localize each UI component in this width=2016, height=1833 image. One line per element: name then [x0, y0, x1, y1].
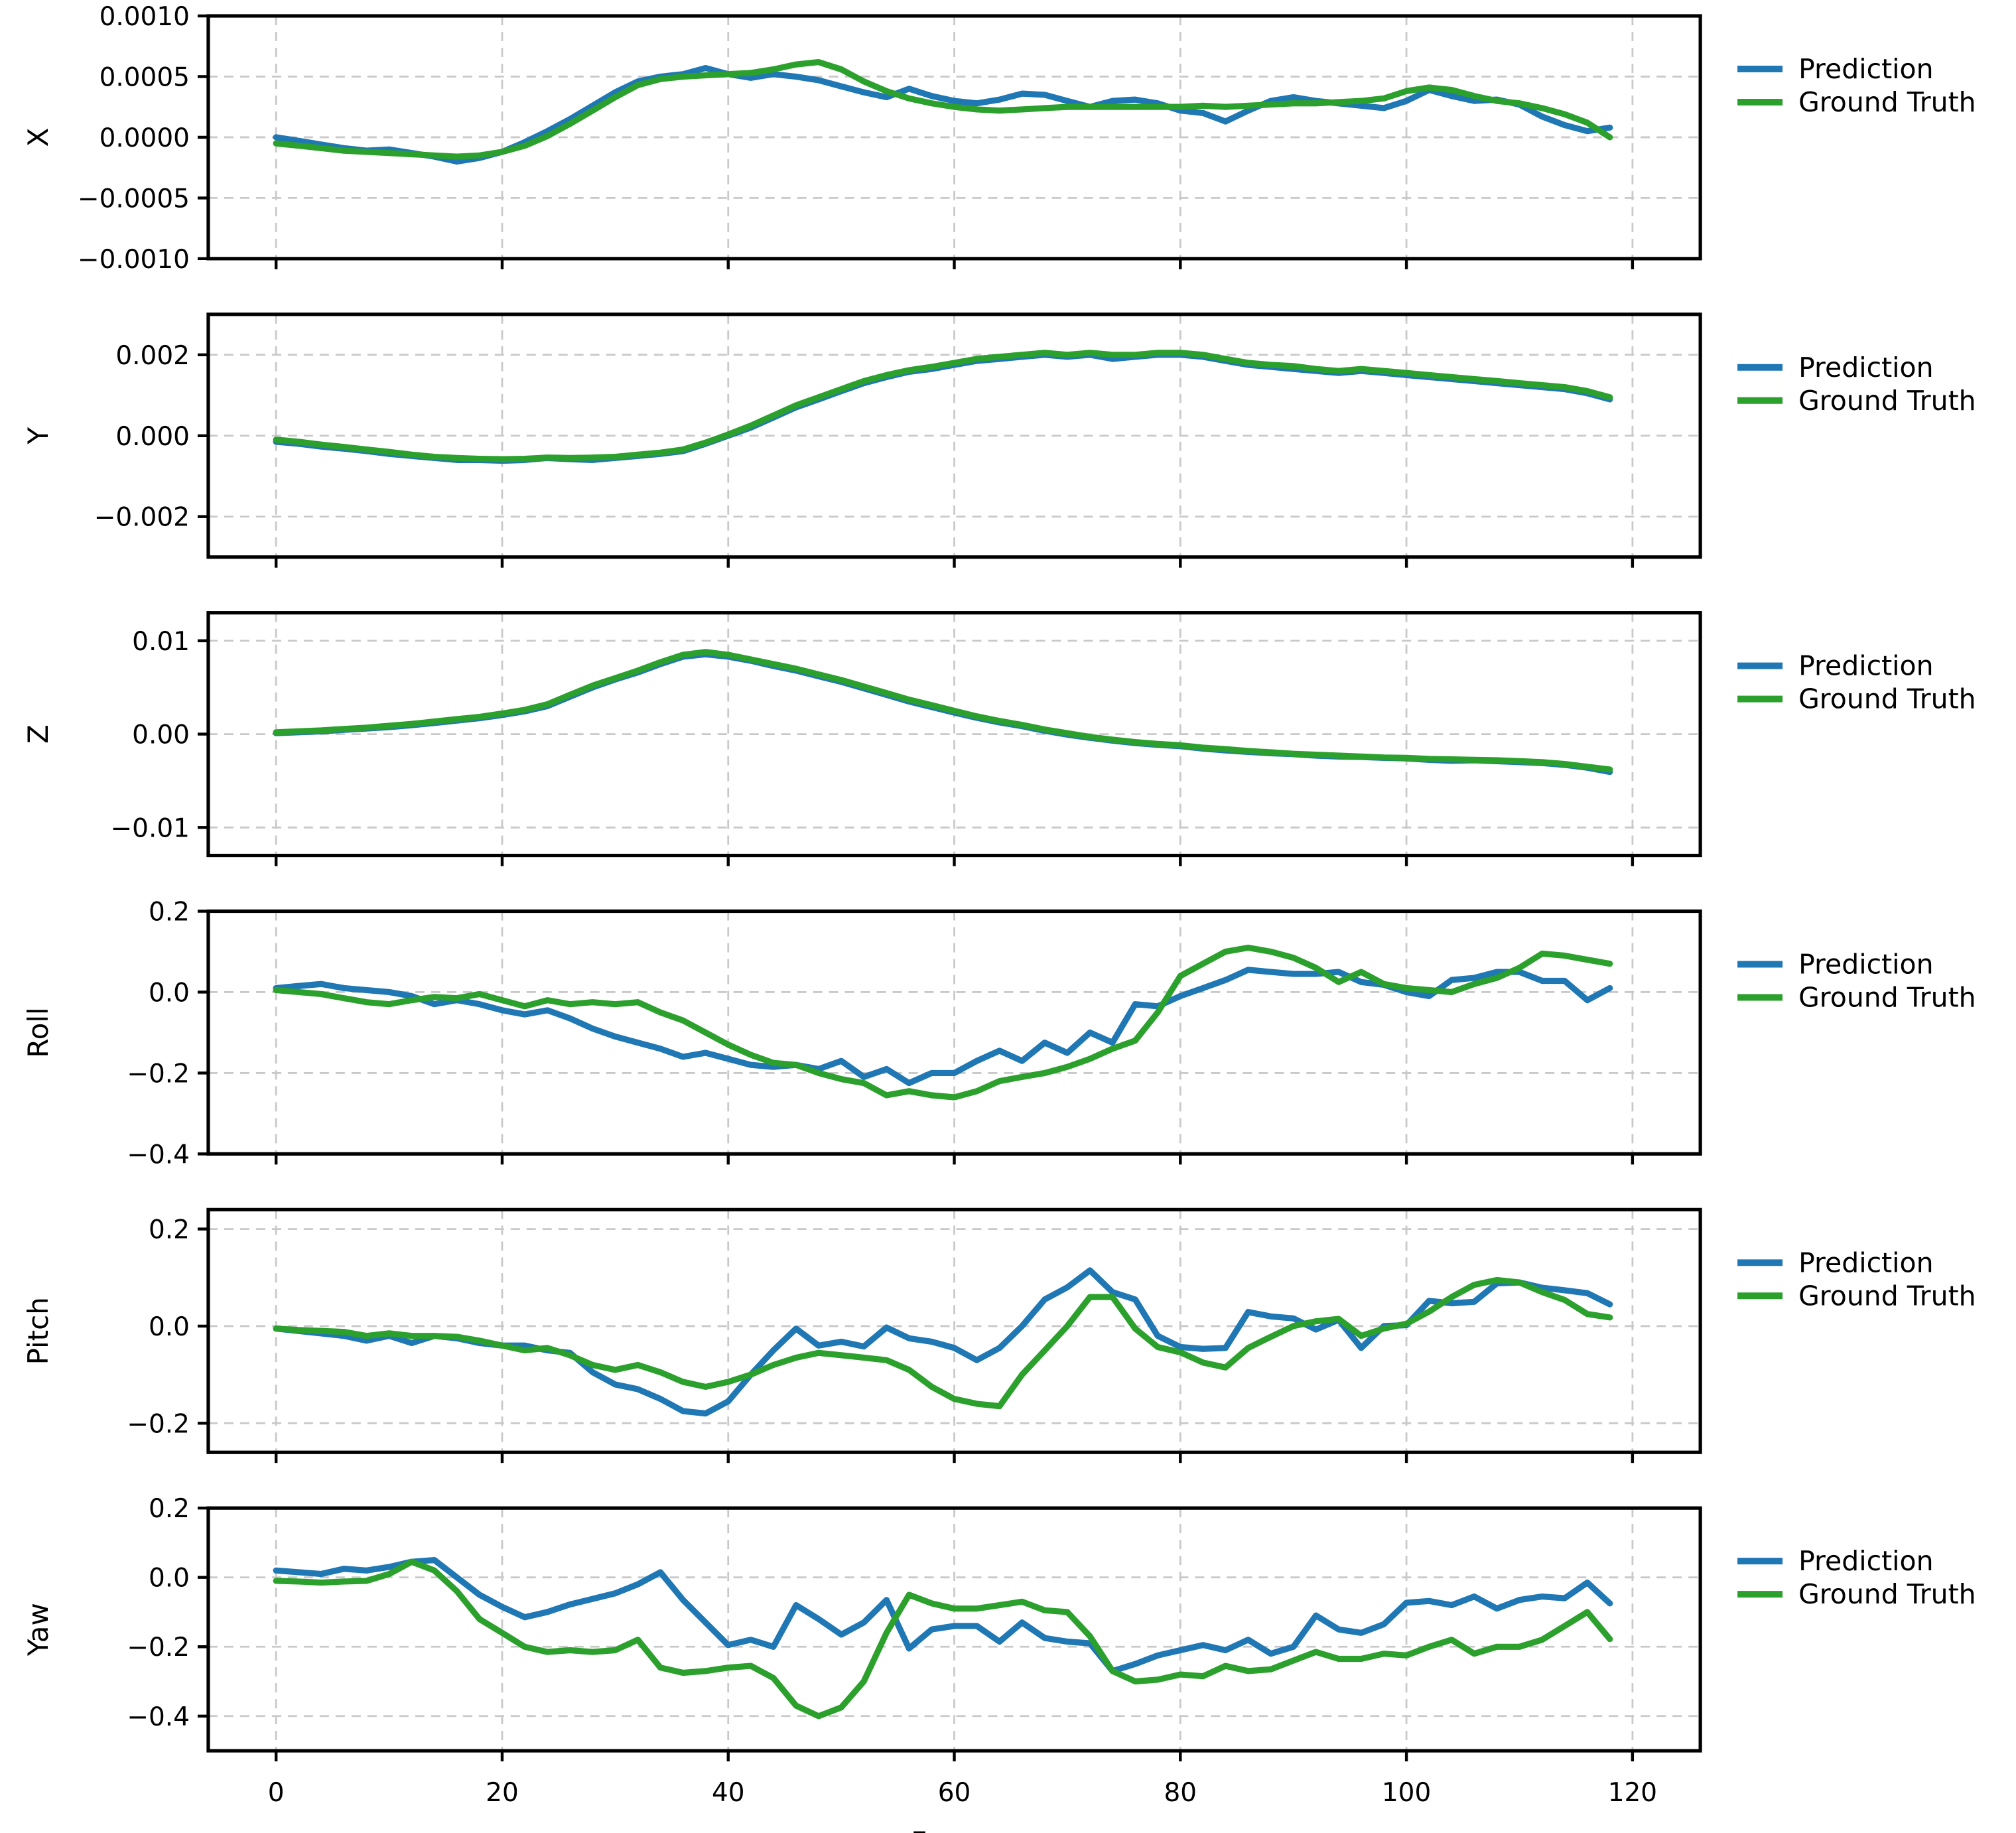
legend-label-ground-truth: Ground Truth	[1798, 683, 1976, 715]
y-tick-label: 0.0010	[100, 2, 190, 32]
legend-label-ground-truth: Ground Truth	[1798, 86, 1976, 118]
y-tick-label: −0.2	[127, 1059, 190, 1089]
ground-truth-line	[273, 944, 1613, 1101]
y-tick-label: 0.00	[132, 720, 190, 750]
x-axis-label: Frame	[911, 1826, 998, 1833]
x-tick-label: 0	[268, 1778, 285, 1808]
x-tick-label: 60	[938, 1778, 971, 1808]
x-tick-label: 40	[712, 1778, 745, 1808]
y-tick-label: −0.2	[127, 1633, 190, 1663]
x-tick-label: 20	[486, 1778, 519, 1808]
y-tick-label: −0.002	[94, 503, 190, 533]
ground-truth-line	[273, 1558, 1613, 1720]
legend-label-ground-truth: Ground Truth	[1798, 1578, 1976, 1610]
y-axis-label-x: X	[22, 128, 54, 147]
legend-label-prediction: Prediction	[1798, 352, 1934, 383]
y-tick-label: −0.01	[111, 813, 190, 843]
y-tick-label: 0.0000	[100, 123, 190, 153]
legend-label-prediction: Prediction	[1798, 1545, 1934, 1577]
x-tick-label: 80	[1164, 1778, 1197, 1808]
legend-label-ground-truth: Ground Truth	[1798, 385, 1976, 417]
y-tick-label: −0.4	[127, 1702, 190, 1732]
subplot-x: 0.0010 0.0005 0.0000 −0.0005 −0.0010 X Predict…	[22, 2, 1976, 275]
ground-truth-line	[273, 350, 1613, 462]
y-tick-label: 0.000	[115, 422, 190, 452]
legend-label-prediction: Prediction	[1798, 650, 1934, 682]
y-tick-label: 0.0	[149, 1312, 190, 1342]
y-tick-label: −0.0005	[78, 184, 190, 214]
legend-label-prediction: Prediction	[1798, 1247, 1934, 1278]
y-tick-label: −0.4	[127, 1140, 190, 1170]
y-tick-label: 0.2	[149, 1215, 190, 1245]
y-tick-label: 0.0	[149, 1564, 190, 1594]
y-tick-label: −0.0010	[78, 245, 190, 275]
x-tick-label: 100	[1382, 1778, 1431, 1808]
y-tick-label: 0.002	[115, 341, 190, 371]
y-tick-label: 0.0	[149, 978, 190, 1008]
legend-label-ground-truth: Ground Truth	[1798, 981, 1976, 1013]
y-tick-label: 0.01	[132, 627, 190, 657]
ground-truth-line	[273, 649, 1613, 773]
legend-label-ground-truth: Ground Truth	[1798, 1280, 1976, 1312]
legend-label-prediction: Prediction	[1798, 53, 1934, 85]
y-tick-label: 0.0005	[100, 62, 190, 92]
x-tick-label: 120	[1608, 1778, 1657, 1808]
y-axis-label-y: Y	[22, 427, 54, 445]
ground-truth-line	[273, 58, 1613, 160]
y-tick-label: 0.2	[149, 897, 190, 927]
y-axis-label-yaw: Yaw	[22, 1603, 54, 1657]
ground-truth-line	[273, 1276, 1613, 1410]
y-tick-label: 0.2	[149, 1494, 190, 1524]
y-axis-label-z: Z	[22, 724, 54, 744]
y-axis-label-pitch: Pitch	[22, 1297, 54, 1365]
legend-label-prediction: Prediction	[1798, 948, 1934, 980]
y-axis-label-roll: Roll	[22, 1007, 54, 1057]
prediction-line	[273, 1556, 1613, 1674]
y-tick-label: −0.2	[127, 1409, 190, 1439]
